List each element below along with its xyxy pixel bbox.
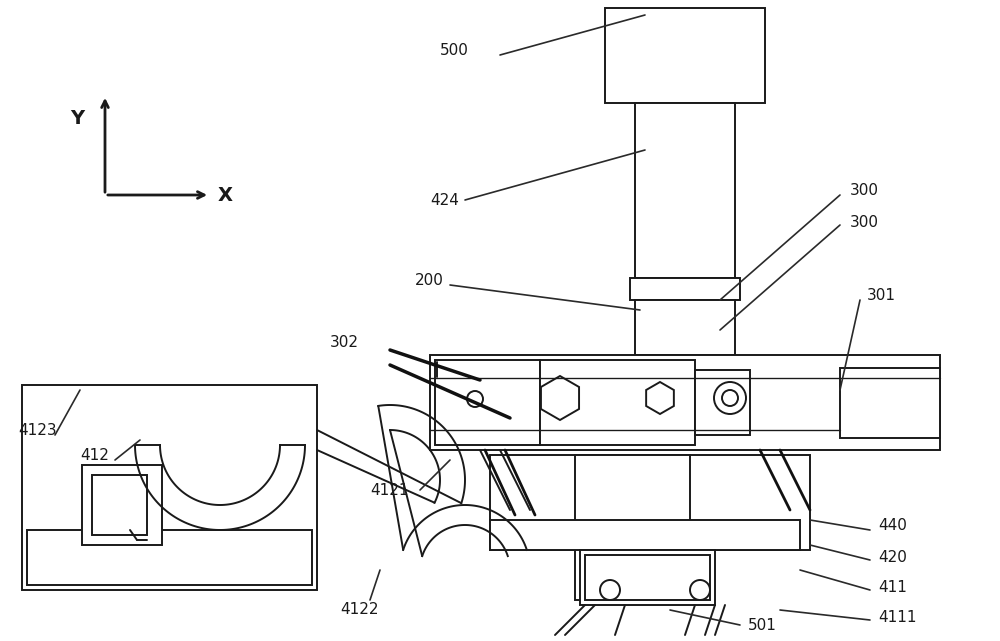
- Bar: [575, 455, 690, 600]
- Text: 200: 200: [415, 272, 444, 288]
- Text: 300: 300: [850, 183, 879, 197]
- Bar: [430, 355, 940, 450]
- Text: 411: 411: [878, 579, 907, 594]
- Bar: [585, 555, 710, 600]
- Bar: [605, 8, 765, 103]
- Bar: [82, 465, 162, 545]
- Bar: [490, 455, 810, 550]
- Bar: [435, 360, 540, 445]
- Bar: [27, 530, 312, 585]
- Text: X: X: [218, 185, 233, 204]
- Bar: [540, 360, 695, 445]
- Polygon shape: [646, 382, 674, 414]
- Bar: [840, 368, 940, 438]
- Text: Y: Y: [70, 108, 84, 128]
- Text: 4111: 4111: [878, 610, 916, 624]
- Circle shape: [722, 390, 738, 406]
- Text: 501: 501: [748, 617, 777, 633]
- Text: 4123: 4123: [18, 422, 57, 438]
- Bar: [640, 560, 658, 600]
- Bar: [695, 370, 750, 435]
- Bar: [635, 300, 735, 355]
- Text: 440: 440: [878, 519, 907, 533]
- Text: 424: 424: [430, 192, 459, 208]
- Text: 300: 300: [850, 215, 879, 229]
- Polygon shape: [541, 376, 579, 420]
- Bar: [580, 550, 715, 605]
- Circle shape: [600, 580, 620, 600]
- Text: 412: 412: [80, 447, 109, 463]
- Bar: [22, 385, 317, 590]
- Circle shape: [467, 391, 483, 407]
- Text: 500: 500: [440, 42, 469, 58]
- Text: 4122: 4122: [340, 603, 379, 617]
- Text: 302: 302: [330, 335, 359, 349]
- Text: 301: 301: [867, 288, 896, 303]
- Bar: [92, 475, 147, 535]
- Circle shape: [642, 568, 656, 582]
- Bar: [635, 103, 735, 278]
- Text: 420: 420: [878, 549, 907, 565]
- Circle shape: [714, 382, 746, 414]
- Bar: [630, 278, 740, 300]
- Text: 4121: 4121: [370, 483, 409, 497]
- Circle shape: [690, 580, 710, 600]
- Bar: [490, 520, 800, 550]
